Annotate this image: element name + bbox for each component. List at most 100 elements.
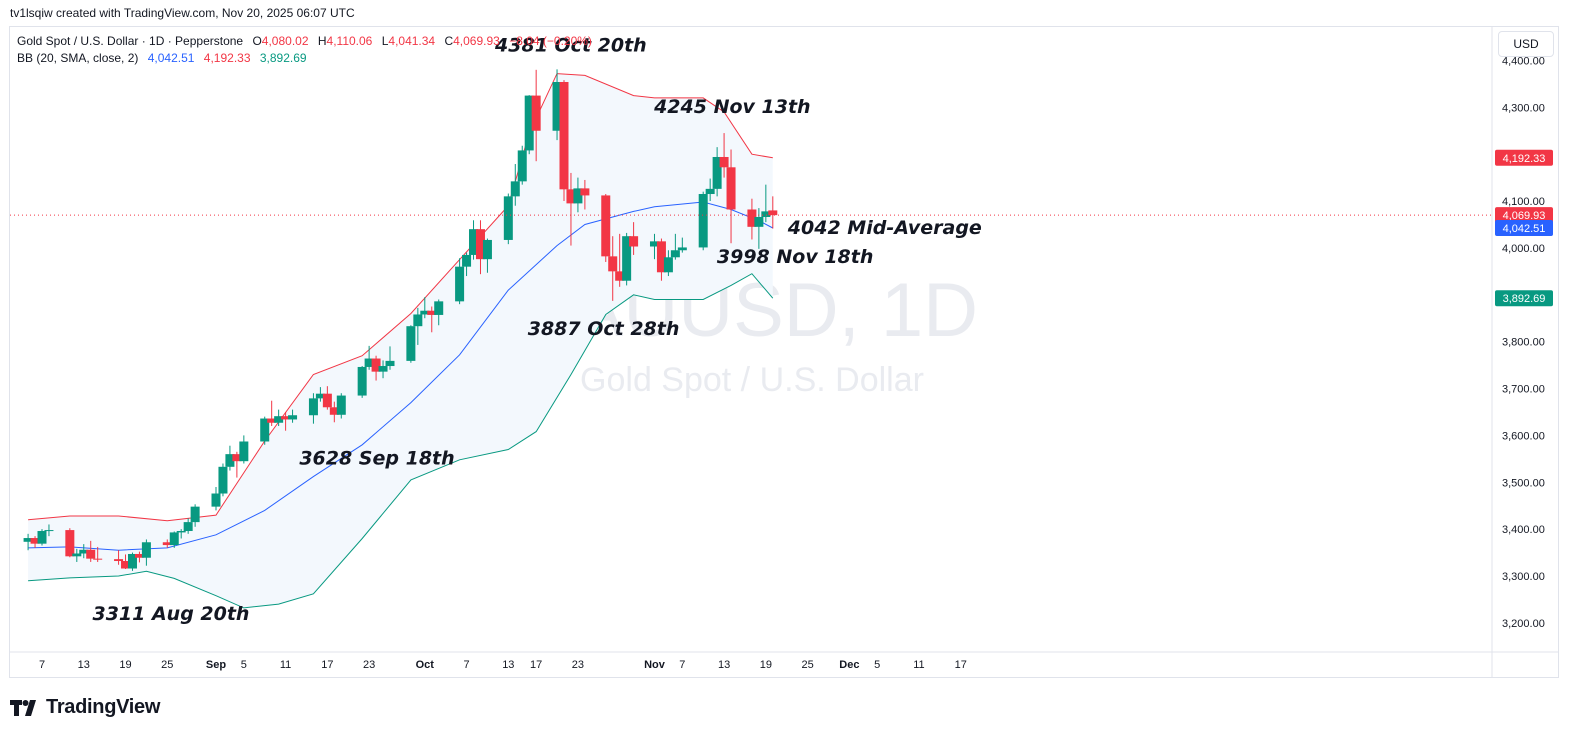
price-tag-label: 4,192.33	[1503, 153, 1546, 165]
candle-body	[698, 194, 708, 248]
candle-body	[183, 522, 193, 532]
candle	[23, 533, 33, 551]
y-tick-label: 3,300.00	[1502, 571, 1545, 583]
x-tick-label: 19	[760, 659, 772, 671]
candle-body	[712, 156, 722, 189]
open-value: 4,080.02	[261, 34, 309, 48]
candle-body	[663, 257, 673, 273]
candle	[37, 529, 47, 546]
candle-body	[677, 247, 687, 251]
x-tick-label: Nov	[644, 659, 666, 671]
candle-body	[566, 189, 576, 204]
candle	[629, 222, 639, 255]
candle-body	[385, 360, 395, 367]
x-tick-label: 11	[913, 659, 924, 671]
candle-body	[190, 506, 200, 523]
price-tag-box	[1495, 219, 1553, 236]
candle-body	[503, 196, 513, 240]
candle	[274, 409, 284, 427]
candle	[434, 299, 444, 326]
candle	[30, 536, 40, 548]
x-tick-label: 5	[874, 659, 880, 671]
candle	[72, 548, 82, 562]
candle-body	[86, 549, 96, 559]
candle	[726, 149, 736, 244]
price-tag-label: 3,892.69	[1503, 293, 1546, 305]
price-annotation: 3998 Nov 18th	[717, 246, 874, 268]
candle	[462, 252, 472, 277]
candle	[169, 531, 179, 548]
candle	[469, 220, 479, 260]
candle	[705, 178, 715, 202]
open-label: O	[252, 34, 262, 48]
x-tick-label: 13	[502, 659, 514, 671]
candle-body	[552, 81, 562, 131]
candle-body	[218, 466, 228, 494]
price-annotation: 3628 Sep 18th	[299, 447, 454, 469]
candle-body	[719, 156, 729, 168]
candle-body	[44, 530, 54, 532]
x-tick-label: Dec	[839, 659, 859, 671]
candle	[288, 409, 298, 423]
currency-button[interactable]: USD	[1498, 31, 1554, 57]
candle-body	[211, 493, 221, 507]
price-tag-label: 4,042.51	[1503, 223, 1546, 235]
candle	[232, 451, 242, 478]
x-tick-label: 23	[572, 659, 584, 671]
candle	[573, 177, 583, 213]
candle-body	[93, 558, 103, 560]
candle	[413, 307, 423, 345]
candle-body	[176, 531, 186, 533]
price-annotation: 3311 Aug 20th	[92, 603, 249, 625]
candle	[378, 360, 388, 379]
candle-body	[308, 398, 318, 416]
candle	[420, 297, 430, 319]
candle-body	[747, 209, 757, 227]
close-label: C	[444, 34, 454, 48]
candle-body	[37, 531, 47, 544]
candle-body	[531, 95, 541, 131]
candle-body	[232, 454, 242, 462]
candle	[183, 518, 193, 534]
x-tick-label: 7	[39, 659, 45, 671]
candle	[622, 232, 632, 286]
candle	[44, 524, 54, 537]
candle	[698, 191, 708, 251]
candle-body	[225, 454, 235, 467]
indicator-title[interactable]: BB (20, SMA, close, 2)	[17, 51, 139, 65]
candle-body	[482, 239, 492, 260]
y-tick-label: 4,300.00	[1502, 102, 1545, 114]
bb-upper-value: 4,192.33	[203, 51, 251, 65]
candle	[455, 258, 465, 305]
y-tick-label: 3,400.00	[1502, 524, 1545, 536]
candle	[336, 393, 346, 419]
candle	[761, 184, 771, 223]
candle	[559, 80, 569, 202]
candle	[134, 551, 144, 563]
candle-body	[134, 553, 144, 558]
candle-body	[281, 416, 291, 420]
candle	[114, 550, 124, 565]
candle	[517, 145, 527, 185]
price-annotation: 4042 Mid-Average	[787, 217, 982, 239]
y-tick-label: 3,700.00	[1502, 384, 1545, 396]
candle	[93, 546, 103, 562]
candle	[712, 147, 722, 197]
candle-body	[357, 366, 367, 396]
candle-body	[573, 188, 583, 204]
candle	[79, 544, 89, 559]
candle-body	[72, 553, 82, 557]
candle	[663, 250, 673, 277]
symbol-title[interactable]: Gold Spot / U.S. Dollar · 1D · Peppersto…	[17, 34, 244, 48]
candle-body	[162, 542, 172, 546]
y-tick-label: 4,000.00	[1502, 243, 1545, 255]
candle-body	[427, 310, 437, 315]
candle	[281, 411, 291, 431]
candle	[531, 69, 541, 162]
candle-body	[455, 266, 465, 302]
x-tick-label: 7	[679, 659, 685, 671]
price-tag-box	[1495, 290, 1553, 307]
candle	[524, 95, 534, 155]
